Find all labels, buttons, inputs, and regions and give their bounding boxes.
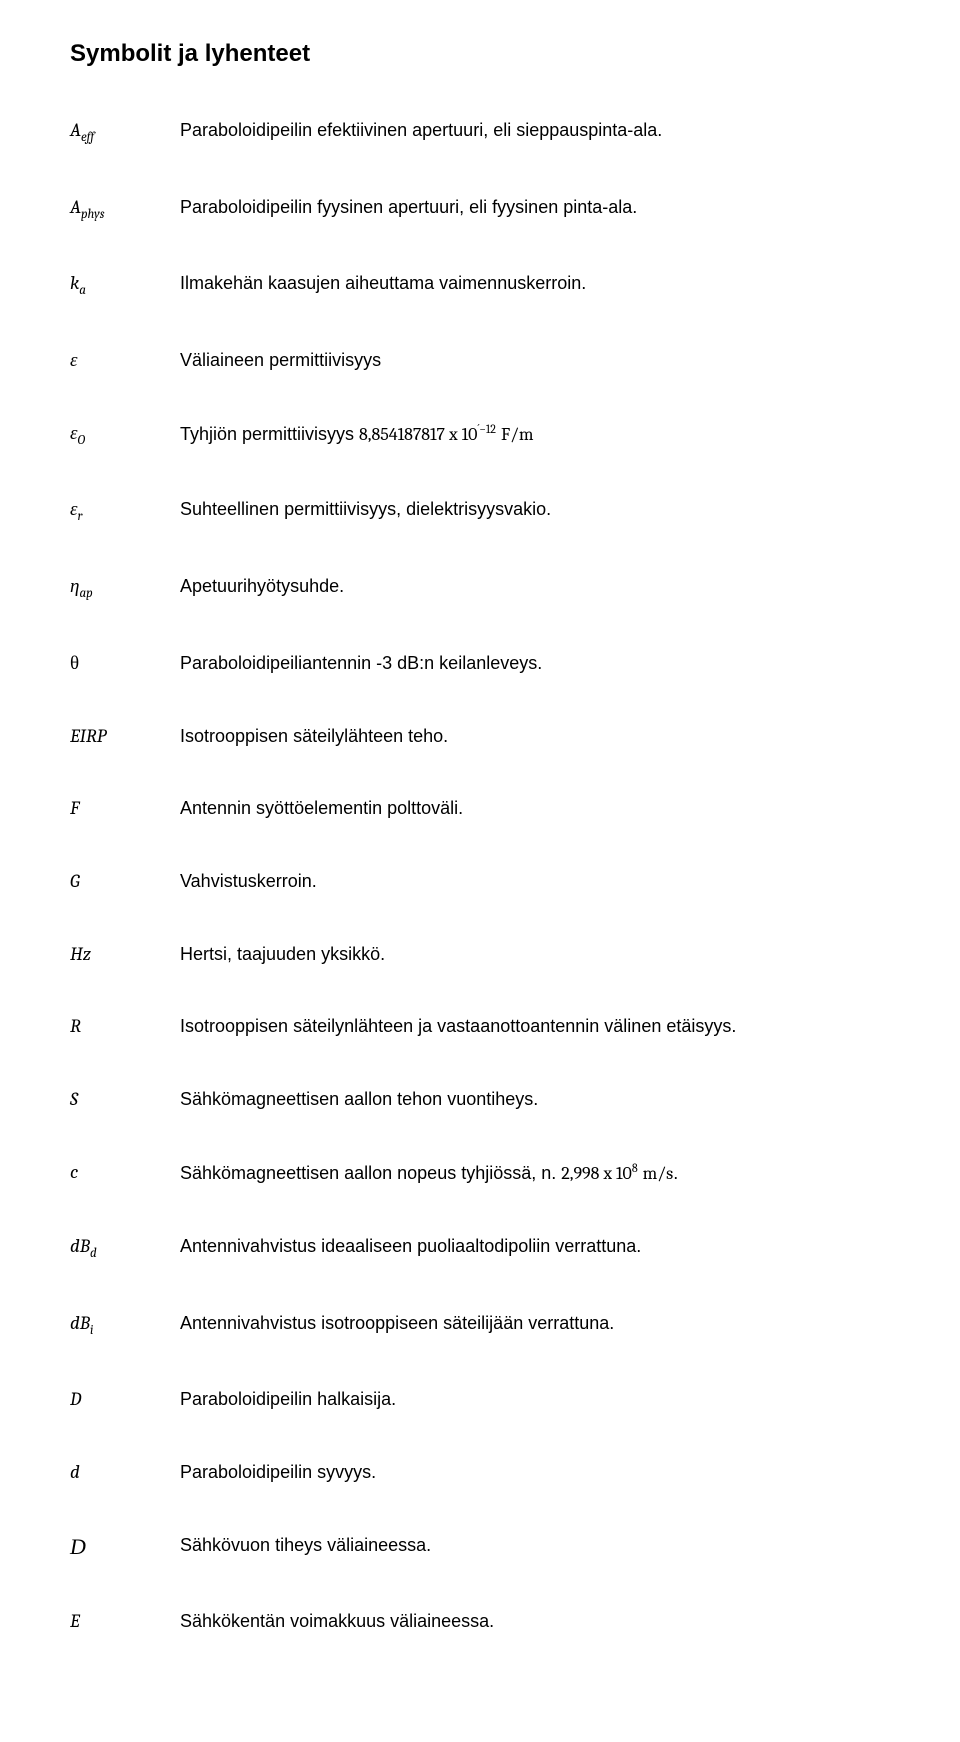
symbol: ka <box>70 271 180 300</box>
symbol-description: Paraboloidipeiliantennin -3 dB:n keilanl… <box>180 651 890 675</box>
symbol-entry: dBdAntennivahvistus ideaaliseen puoliaal… <box>70 1234 890 1263</box>
symbol: G <box>70 869 180 894</box>
symbol-entry: θParaboloidipeiliantennin -3 dB:n keilan… <box>70 651 890 676</box>
symbol-entry: RIsotrooppisen säteilynlähteen ja vastaa… <box>70 1014 890 1039</box>
symbol-entry: dParaboloidipeilin syvyys. <box>70 1460 890 1485</box>
symbol-entry: εVäliaineen permittiivisyys <box>70 348 890 373</box>
symbol: Aeff <box>70 118 180 147</box>
symbol-entry: cSähkömagneettisen aallon nopeus tyhjiös… <box>70 1160 890 1186</box>
symbol-description: Paraboloidipeilin halkaisija. <box>180 1387 890 1411</box>
symbol-entry: AeffParaboloidipeilin efektiivinen apert… <box>70 118 890 147</box>
symbol-entry: FAntennin syöttöelementin polttoväli. <box>70 796 890 821</box>
symbol: D <box>70 1387 180 1412</box>
symbol: dBd <box>70 1234 180 1263</box>
symbol-entry: ESähkökentän voimakkuus väliaineessa. <box>70 1609 890 1634</box>
symbol: d <box>70 1460 180 1485</box>
symbol: F <box>70 796 180 821</box>
symbol: EIRP <box>70 724 180 749</box>
symbol: E <box>70 1609 180 1634</box>
symbol-entry: AphysParaboloidipeilin fyysinen apertuur… <box>70 195 890 224</box>
symbol-entry: εrSuhteellinen permittiivisyys, dielektr… <box>70 497 890 526</box>
symbol: R <box>70 1014 180 1039</box>
symbol-entry: HzHertsi, taajuuden yksikkö. <box>70 942 890 967</box>
symbol-description: Sähkömagneettisen aallon nopeus tyhjiöss… <box>180 1160 890 1186</box>
symbol: c <box>70 1160 180 1185</box>
symbol: εr <box>70 497 180 526</box>
symbol-description: Paraboloidipeilin efektiivinen apertuuri… <box>180 118 890 142</box>
symbol-entry: εOTyhjiön permittiivisyys 8,854187817 x … <box>70 421 890 450</box>
symbol: Aphys <box>70 195 180 224</box>
symbol-description: Sähkökentän voimakkuus väliaineessa. <box>180 1609 890 1633</box>
symbol: εO <box>70 421 180 450</box>
symbol-entry: GVahvistuskerroin. <box>70 869 890 894</box>
symbol: θ <box>70 651 180 676</box>
symbol: S <box>70 1087 180 1112</box>
symbol: ε <box>70 348 180 373</box>
symbol-description: Vahvistuskerroin. <box>180 869 890 893</box>
symbol-description: Antennin syöttöelementin polttoväli. <box>180 796 890 820</box>
page-title: Symbolit ja lyhenteet <box>70 40 890 68</box>
symbol-description: Sähkövuon tiheys väliaineessa. <box>180 1533 890 1557</box>
symbol: ηap <box>70 574 180 603</box>
symbol-entry: DParaboloidipeilin halkaisija. <box>70 1387 890 1412</box>
symbol-entry: SSähkömagneettisen aallon tehon vuontihe… <box>70 1087 890 1112</box>
symbol-description: Paraboloidipeilin syvyys. <box>180 1460 890 1484</box>
symbol: dBi <box>70 1311 180 1340</box>
symbol-description: Ilmakehän kaasujen aiheuttama vaimennusk… <box>180 271 890 295</box>
symbol-entry: ηapApetuurihyötysuhde. <box>70 574 890 603</box>
symbol-entry: DSähkövuon tiheys väliaineessa. <box>70 1533 890 1562</box>
symbol-description: Isotrooppisen säteilylähteen teho. <box>180 724 890 748</box>
symbol-description: Hertsi, taajuuden yksikkö. <box>180 942 890 966</box>
symbol-description: Isotrooppisen säteilynlähteen ja vastaan… <box>180 1014 890 1038</box>
symbol-entry: dBiAntennivahvistus isotrooppiseen sätei… <box>70 1311 890 1340</box>
symbol-description: Väliaineen permittiivisyys <box>180 348 890 372</box>
symbol-description: Antennivahvistus isotrooppiseen säteilij… <box>180 1311 890 1335</box>
symbol-entry: EIRPIsotrooppisen säteilylähteen teho. <box>70 724 890 749</box>
symbol-description: Antennivahvistus ideaaliseen puoliaaltod… <box>180 1234 890 1258</box>
symbol: D <box>70 1533 180 1562</box>
symbol-description: Tyhjiön permittiivisyys 8,854187817 x 10… <box>180 421 890 447</box>
symbol-description: Sähkömagneettisen aallon tehon vuontihey… <box>180 1087 890 1111</box>
symbol-description: Paraboloidipeilin fyysinen apertuuri, el… <box>180 195 890 219</box>
symbol-list: AeffParaboloidipeilin efektiivinen apert… <box>70 118 890 1634</box>
symbol-description: Suhteellinen permittiivisyys, dielektris… <box>180 497 890 521</box>
symbol: Hz <box>70 942 180 967</box>
symbol-entry: kaIlmakehän kaasujen aiheuttama vaimennu… <box>70 271 890 300</box>
symbol-description: Apetuurihyötysuhde. <box>180 574 890 598</box>
